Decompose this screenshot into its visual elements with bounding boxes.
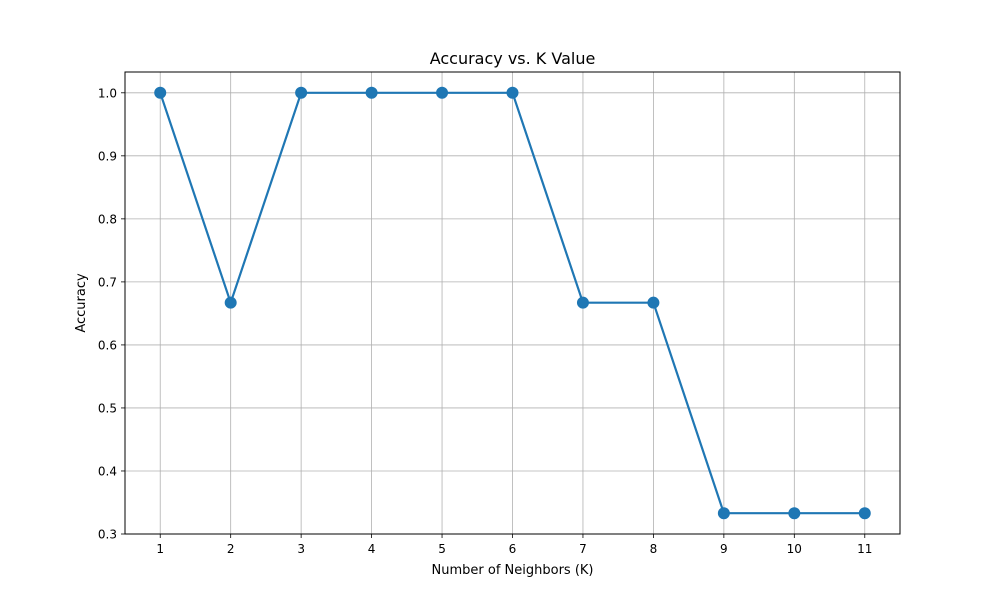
x-tick-label: 6 [509, 542, 517, 556]
data-point [295, 86, 308, 99]
x-tick-label: 1 [156, 542, 164, 556]
y-tick-label: 0.5 [98, 401, 117, 415]
y-tick-label: 0.6 [98, 338, 117, 352]
y-tick-label: 0.3 [98, 528, 117, 542]
data-point [506, 86, 519, 99]
data-point [788, 507, 801, 520]
y-tick-label: 1.0 [98, 86, 117, 100]
series-layer [154, 86, 871, 520]
x-tick-label: 2 [227, 542, 235, 556]
y-axis-label: Accuracy [74, 273, 89, 333]
data-point [365, 86, 378, 99]
x-tick-label: 7 [579, 542, 587, 556]
data-point [858, 507, 871, 520]
x-tick-label: 4 [368, 542, 376, 556]
x-tick-label: 11 [857, 542, 872, 556]
x-tick-label: 8 [650, 542, 658, 556]
data-point [154, 86, 167, 99]
data-point [224, 296, 237, 309]
ticks-layer: 1 2 3 4 5 6 7 8 9 10 11 0.3 0.4 0.5 0.6 0.7 0.8 0.9 1.0 [98, 86, 873, 556]
x-tick-label: 3 [297, 542, 305, 556]
y-tick-label: 0.9 [98, 149, 117, 163]
data-point [647, 296, 660, 309]
chart-title: Accuracy vs. K Value [430, 49, 596, 68]
x-tick-label: 5 [438, 542, 446, 556]
data-point [436, 86, 449, 99]
data-point [576, 296, 589, 309]
data-point [717, 507, 730, 520]
x-tick-label: 10 [787, 542, 802, 556]
x-axis-label: Number of Neighbors (K) [432, 563, 594, 578]
y-tick-label: 0.4 [98, 464, 117, 478]
y-tick-label: 0.7 [98, 275, 117, 289]
x-tick-label: 9 [720, 542, 728, 556]
y-tick-label: 0.8 [98, 212, 117, 226]
